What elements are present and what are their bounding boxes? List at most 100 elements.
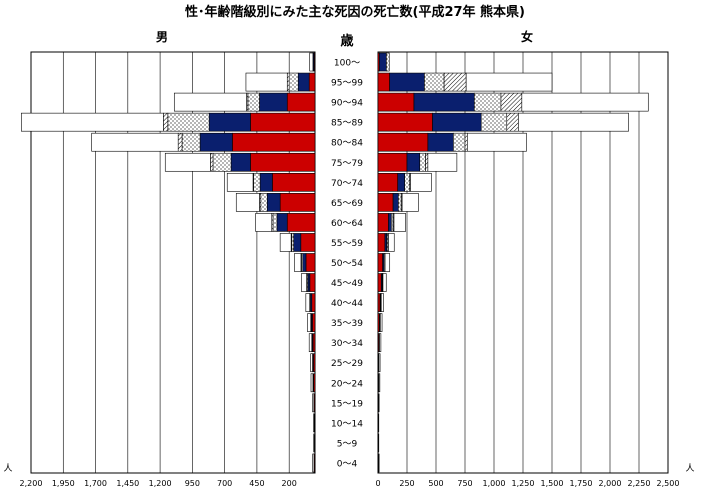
female-bar-segment xyxy=(380,293,384,312)
male-bar-segment xyxy=(276,213,288,232)
female-bar-segment xyxy=(518,112,629,132)
male-bar-segment xyxy=(305,253,316,272)
male-bar-segment xyxy=(230,152,251,172)
age-group-label: 5～9 xyxy=(337,439,358,449)
male-tick-label: 2,200 xyxy=(20,479,43,488)
female-bar-segment xyxy=(410,172,432,192)
male-bar-segment xyxy=(247,92,260,112)
male-tick-label: 1,200 xyxy=(149,479,172,488)
female-tick-label: 2,000 xyxy=(599,479,622,488)
female-bar-segment xyxy=(467,132,527,152)
male-bar-segment xyxy=(313,433,315,453)
female-tick-label: 250 xyxy=(399,479,414,488)
male-bar-segment xyxy=(311,293,316,312)
female-bar-segment xyxy=(393,213,406,232)
age-group-label: 75～79 xyxy=(331,159,363,169)
age-group-label: 15～19 xyxy=(331,399,363,409)
male-bar-segment xyxy=(173,92,247,112)
male-bar-segment xyxy=(272,172,316,192)
age-labels: 0～4 5～9 10～14 15～19 20～24 25～29 30～34 35～39 40～4… xyxy=(331,59,363,470)
male-bar-segment xyxy=(307,313,312,332)
female-bar-segment xyxy=(377,112,433,132)
female-unit-label: 人 xyxy=(685,463,694,474)
male-unit-label: 人 xyxy=(3,463,12,474)
male-bar-segment xyxy=(255,213,273,232)
female-bar-segment xyxy=(380,313,383,332)
male-bar-segment xyxy=(308,72,316,92)
age-group-label: 25～29 xyxy=(331,359,363,369)
age-group-label: 0～4 xyxy=(337,459,358,469)
male-bar-segment xyxy=(279,193,316,212)
male-bar-segment xyxy=(286,213,316,232)
male-bar-segment xyxy=(245,72,288,92)
male-bar-segment xyxy=(212,152,232,172)
female-tick-labels: 0 250 500 750 1,000 1,250 1,500 1,750 2,000 2,250… xyxy=(375,479,679,488)
male-bar-segment xyxy=(177,132,183,152)
age-group-label: 20～24 xyxy=(331,379,363,389)
male-bar-segment xyxy=(21,112,164,132)
male-bar-segment xyxy=(260,193,268,212)
age-group-label: 35～39 xyxy=(331,319,363,329)
female-bar-segment xyxy=(377,213,389,232)
female-bar-segment xyxy=(377,233,386,252)
age-group-label: 65～69 xyxy=(331,199,363,209)
male-bar-segment xyxy=(199,132,233,152)
male-bar-segment xyxy=(164,152,211,172)
male-bar-segment xyxy=(91,132,179,152)
male-bar-segment xyxy=(250,152,316,172)
female-tick-label: 2,500 xyxy=(657,479,680,488)
female-bar-segment xyxy=(500,92,523,112)
female-bar-segment xyxy=(379,52,387,72)
age-group-label: 80～84 xyxy=(331,139,363,149)
male-bar-segment xyxy=(309,273,316,292)
male-bar-segment xyxy=(309,52,314,72)
age-group-label: 85～89 xyxy=(331,119,363,129)
female-bar-segment xyxy=(377,293,381,312)
male-bar-segment xyxy=(250,112,316,132)
male-label: 男 xyxy=(156,30,168,44)
age-group-label: 60～64 xyxy=(331,219,363,229)
male-bar-segment xyxy=(310,353,313,373)
female-bar-segment xyxy=(378,353,381,373)
age-group-label: 100～ xyxy=(334,59,360,69)
male-bar-segment xyxy=(163,112,169,132)
age-group-label: 90～94 xyxy=(331,99,363,109)
male-bar-segment xyxy=(167,112,210,132)
male-bar-segment xyxy=(266,193,281,212)
female-bar-segment xyxy=(453,132,466,152)
female-bar-segment xyxy=(388,233,395,252)
female-bar-segment xyxy=(397,193,402,212)
male-bar-segment xyxy=(208,112,251,132)
female-tick-label: 1,750 xyxy=(570,479,593,488)
male-tick-label: 200 xyxy=(282,479,297,488)
male-bar-segment xyxy=(181,132,201,152)
male-bar-segment xyxy=(288,72,299,92)
male-bar-segment xyxy=(297,72,310,92)
age-group-label: 95～99 xyxy=(331,79,363,89)
male-bar-segment xyxy=(312,313,316,332)
male-tick-label: 450 xyxy=(249,479,264,488)
female-bar-segment xyxy=(377,72,390,92)
male-bar-segment xyxy=(253,172,261,192)
female-bar-segment xyxy=(384,253,391,272)
female-bar-segment xyxy=(377,253,383,272)
female-tick-label: 1,000 xyxy=(483,479,506,488)
male-bar-segment xyxy=(313,413,315,433)
female-bar-segment xyxy=(382,273,387,292)
female-tick-label: 0 xyxy=(375,479,380,488)
male-tick-labels: 2,200 1,950 1,700 1,450 1,200 950 700 450 200 xyxy=(20,479,297,488)
male-tick-label: 700 xyxy=(217,479,232,488)
female-tick-label: 750 xyxy=(457,479,472,488)
female-bar-segment xyxy=(521,92,649,112)
male-bar-segment xyxy=(308,333,313,353)
female-bar-segment xyxy=(378,393,380,413)
female-bar-segment xyxy=(432,112,482,132)
male-bar-segment xyxy=(272,213,278,232)
male-bar-segment xyxy=(312,453,315,473)
age-group-label: 70～74 xyxy=(331,179,363,189)
female-bar-segment xyxy=(443,72,467,92)
age-group-label: 50～54 xyxy=(331,259,363,269)
female-bar-segment xyxy=(377,152,408,172)
female-bar-segment xyxy=(427,132,454,152)
